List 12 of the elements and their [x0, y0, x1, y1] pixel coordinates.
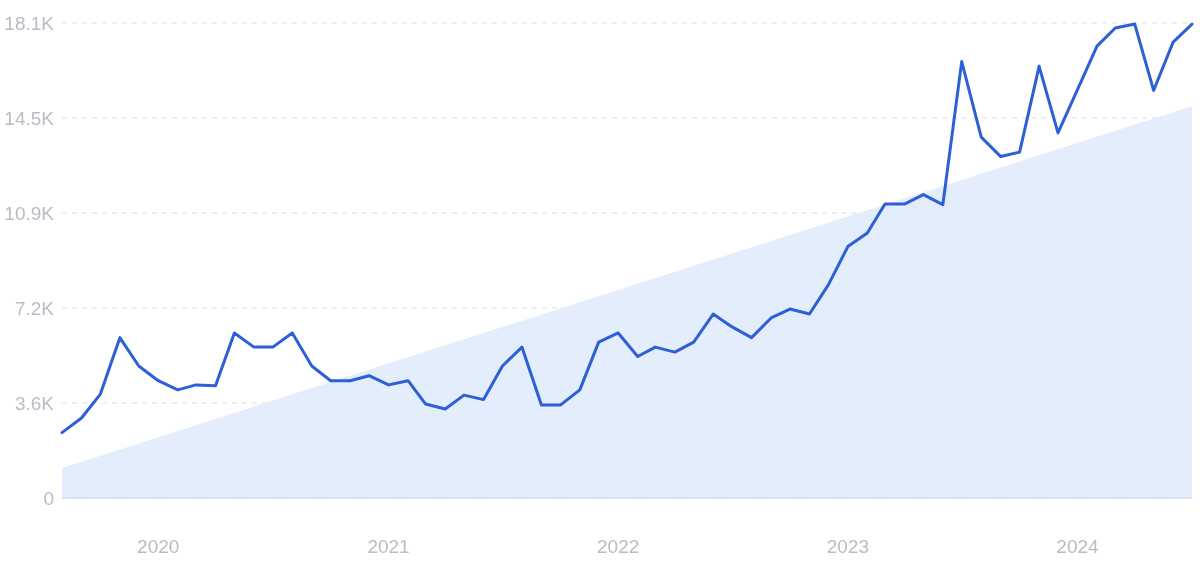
x-tick-label: 2020 — [137, 536, 180, 557]
x-tick-label: 2021 — [367, 536, 410, 557]
y-tick-label: 10.9K — [4, 202, 55, 224]
x-tick-label: 2023 — [826, 536, 869, 557]
y-tick-label: 7.2K — [14, 297, 55, 319]
x-tick-label: 2022 — [597, 536, 640, 557]
y-tick-label: 3.6K — [14, 392, 55, 414]
y-tick-label: 14.5K — [4, 107, 55, 129]
x-tick-label: 2024 — [1056, 536, 1100, 557]
y-tick-label: 18.1K — [4, 12, 55, 34]
y-tick-label: 0 — [43, 487, 54, 509]
line-series — [60, 22, 1194, 435]
